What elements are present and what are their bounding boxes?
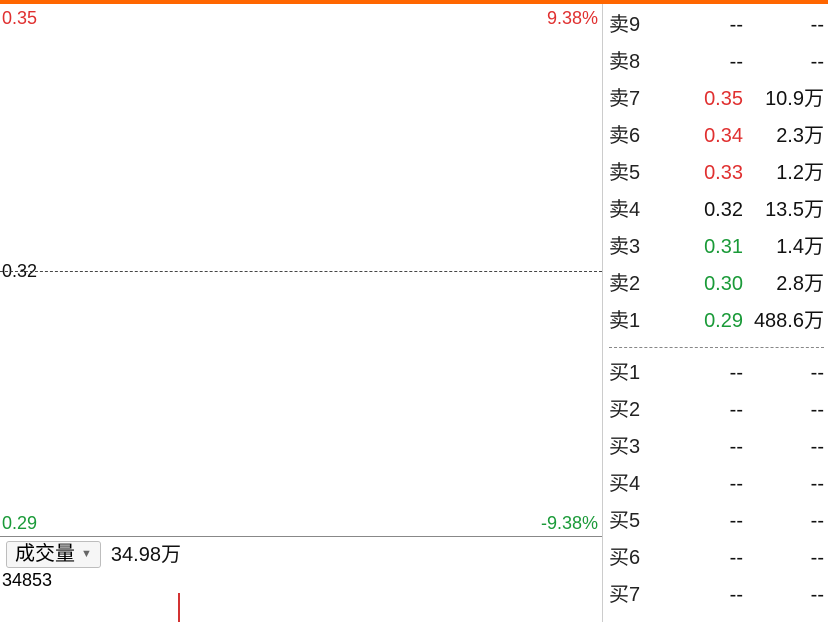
bid-price: -- [665, 436, 743, 459]
ask-row[interactable]: 卖50.331.2万 [609, 156, 824, 193]
price-axis-top-label: 0.35 [2, 8, 37, 28]
ask-qty: 1.4万 [743, 230, 824, 259]
bid-price: -- [665, 584, 743, 607]
bid-label: 买7 [609, 578, 665, 607]
ask-price: 0.30 [665, 273, 743, 296]
volume-indicator-label: 成交量 [15, 542, 75, 566]
order-book-panel: 卖9----卖8----卖70.3510.9万卖60.342.3万卖50.331… [603, 4, 828, 622]
bid-row[interactable]: 买2---- [609, 393, 824, 430]
chart-column: 0.35 9.38% 0.32 0.29 -9.38% 成交量 ▼ 34.98万… [0, 4, 603, 622]
volume-axis-top-label: 34853 [0, 570, 602, 591]
bid-qty: -- [743, 399, 824, 422]
ask-qty: 10.9万 [743, 82, 824, 111]
bid-qty: -- [743, 547, 824, 570]
ask-price: 0.29 [665, 310, 743, 333]
chevron-down-icon: ▼ [81, 542, 92, 566]
order-book-separator [609, 347, 824, 348]
price-mid-gridline [0, 271, 602, 272]
ask-row[interactable]: 卖60.342.3万 [609, 119, 824, 156]
ask-qty: 1.2万 [743, 156, 824, 185]
bid-label: 买1 [609, 356, 665, 385]
volume-value: 34.98万 [111, 543, 181, 567]
bid-row[interactable]: 买5---- [609, 504, 824, 541]
ask-label: 卖1 [609, 304, 665, 333]
ask-qty: 488.6万 [743, 304, 824, 333]
root: 0.35 9.38% 0.32 0.29 -9.38% 成交量 ▼ 34.98万… [0, 0, 828, 622]
price-chart[interactable]: 0.35 9.38% 0.32 0.29 -9.38% [0, 4, 602, 537]
ask-qty: -- [743, 51, 824, 74]
bid-price: -- [665, 473, 743, 496]
bid-row[interactable]: 买7---- [609, 578, 824, 615]
ask-price: 0.33 [665, 162, 743, 185]
ask-label: 卖3 [609, 230, 665, 259]
bid-qty: -- [743, 510, 824, 533]
ask-qty: -- [743, 14, 824, 37]
bid-row[interactable]: 买3---- [609, 430, 824, 467]
ask-row[interactable]: 卖70.3510.9万 [609, 82, 824, 119]
bid-qty: -- [743, 362, 824, 385]
ask-label: 卖8 [609, 45, 665, 74]
ask-qty: 2.3万 [743, 119, 824, 148]
ask-row[interactable]: 卖9---- [609, 8, 824, 45]
bid-price: -- [665, 547, 743, 570]
ask-label: 卖4 [609, 193, 665, 222]
ask-label: 卖5 [609, 156, 665, 185]
ask-qty: 2.8万 [743, 267, 824, 296]
bid-label: 买5 [609, 504, 665, 533]
ask-row[interactable]: 卖10.29488.6万 [609, 304, 824, 341]
ask-price: 0.32 [665, 199, 743, 222]
pct-axis-top-label: 9.38% [547, 8, 598, 28]
bid-label: 买3 [609, 430, 665, 459]
volume-header: 成交量 ▼ 34.98万 [0, 537, 602, 570]
bid-row[interactable]: 买1---- [609, 356, 824, 393]
volume-pane: 成交量 ▼ 34.98万 34853 [0, 537, 602, 622]
bid-qty: -- [743, 473, 824, 496]
volume-indicator-selector[interactable]: 成交量 ▼ [6, 541, 101, 568]
bid-qty: -- [743, 436, 824, 459]
order-book-bids: 买1----买2----买3----买4----买5----买6----买7--… [609, 356, 824, 615]
bid-label: 买6 [609, 541, 665, 570]
bid-qty: -- [743, 584, 824, 607]
ask-price: -- [665, 14, 743, 37]
ask-price: 0.34 [665, 125, 743, 148]
ask-label: 卖9 [609, 8, 665, 37]
order-book-asks: 卖9----卖8----卖70.3510.9万卖60.342.3万卖50.331… [609, 8, 824, 341]
ask-label: 卖2 [609, 267, 665, 296]
bid-row[interactable]: 买6---- [609, 541, 824, 578]
ask-row[interactable]: 卖40.3213.5万 [609, 193, 824, 230]
ask-price: 0.31 [665, 236, 743, 259]
price-axis-bottom-label: 0.29 [2, 513, 37, 533]
ask-row[interactable]: 卖8---- [609, 45, 824, 82]
bid-price: -- [665, 399, 743, 422]
bid-label: 买2 [609, 393, 665, 422]
bid-price: -- [665, 510, 743, 533]
ask-price: -- [665, 51, 743, 74]
bid-row[interactable]: 买4---- [609, 467, 824, 504]
pct-axis-bottom-label: -9.38% [541, 513, 598, 533]
bid-label: 买4 [609, 467, 665, 496]
ask-row[interactable]: 卖20.302.8万 [609, 267, 824, 304]
ask-label: 卖7 [609, 82, 665, 111]
ask-qty: 13.5万 [743, 193, 824, 222]
ask-row[interactable]: 卖30.311.4万 [609, 230, 824, 267]
ask-price: 0.35 [665, 88, 743, 111]
bid-price: -- [665, 362, 743, 385]
ask-label: 卖6 [609, 119, 665, 148]
volume-bar [178, 593, 180, 622]
